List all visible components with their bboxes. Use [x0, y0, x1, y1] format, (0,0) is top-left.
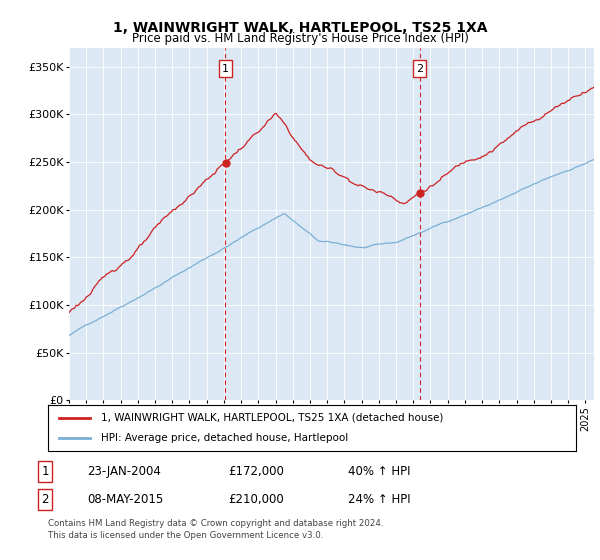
- Text: 1: 1: [41, 465, 49, 478]
- Text: 2: 2: [416, 64, 423, 73]
- Text: Contains HM Land Registry data © Crown copyright and database right 2024.: Contains HM Land Registry data © Crown c…: [48, 520, 383, 529]
- Text: 2: 2: [41, 493, 49, 506]
- Text: 40% ↑ HPI: 40% ↑ HPI: [348, 465, 410, 478]
- Text: £210,000: £210,000: [228, 493, 284, 506]
- Text: Price paid vs. HM Land Registry's House Price Index (HPI): Price paid vs. HM Land Registry's House …: [131, 32, 469, 45]
- Text: 08-MAY-2015: 08-MAY-2015: [87, 493, 163, 506]
- Text: HPI: Average price, detached house, Hartlepool: HPI: Average price, detached house, Hart…: [101, 433, 348, 443]
- Text: 23-JAN-2004: 23-JAN-2004: [87, 465, 161, 478]
- Text: 1, WAINWRIGHT WALK, HARTLEPOOL, TS25 1XA: 1, WAINWRIGHT WALK, HARTLEPOOL, TS25 1XA: [113, 21, 487, 35]
- Text: 24% ↑ HPI: 24% ↑ HPI: [348, 493, 410, 506]
- Text: £172,000: £172,000: [228, 465, 284, 478]
- Text: 1: 1: [221, 64, 229, 73]
- Text: This data is licensed under the Open Government Licence v3.0.: This data is licensed under the Open Gov…: [48, 531, 323, 540]
- Text: 1, WAINWRIGHT WALK, HARTLEPOOL, TS25 1XA (detached house): 1, WAINWRIGHT WALK, HARTLEPOOL, TS25 1XA…: [101, 413, 443, 423]
